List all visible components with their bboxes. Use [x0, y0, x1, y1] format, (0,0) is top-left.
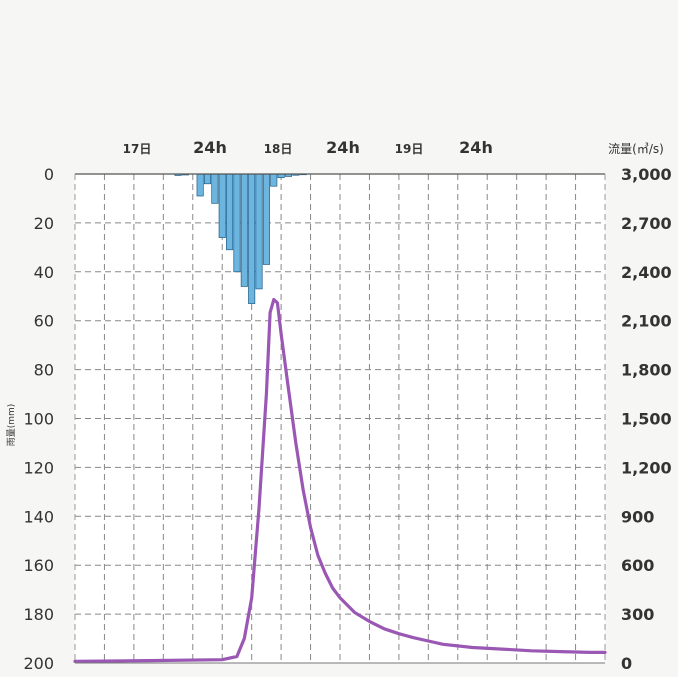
rain-bar — [196, 173, 204, 197]
time-label: 17日 — [123, 142, 152, 156]
time-label: 19日 — [395, 142, 424, 156]
right-tick-label: 1,200 — [621, 458, 672, 477]
rain-bar — [248, 173, 256, 304]
left-tick-label: 160 — [23, 556, 54, 575]
right-tick-label: 2,700 — [621, 214, 672, 233]
right-tick-label: 3,000 — [621, 165, 672, 184]
left-tick-label: 180 — [23, 605, 54, 624]
rain-bar — [218, 173, 226, 238]
right-tick-label: 1,800 — [621, 361, 672, 380]
left-tick-label: 20 — [34, 214, 54, 233]
rain-bar — [233, 173, 241, 273]
grid — [75, 174, 605, 663]
right-tick-label: 2,400 — [621, 263, 672, 282]
right-tick-label: 2,100 — [621, 312, 672, 331]
rain-bar — [262, 173, 270, 265]
right-tick-label: 1,500 — [621, 410, 672, 429]
left-tick-label: 140 — [23, 507, 54, 526]
rain-bar — [255, 173, 263, 290]
left-tick-label: 80 — [34, 361, 54, 380]
rain-bar — [226, 173, 234, 251]
left-tick-label: 40 — [34, 263, 54, 282]
left-tick-label: 100 — [23, 410, 54, 429]
left-axis-title: 雨量(mm) — [6, 404, 17, 447]
flow-line — [73, 297, 607, 664]
plot-frame — [74, 173, 606, 664]
right-tick-label: 300 — [621, 605, 654, 624]
left-tick-label: 0 — [44, 165, 54, 184]
right-tick-label: 900 — [621, 507, 654, 526]
rain-bar — [211, 173, 219, 204]
right-axis-title: 流量(㎥/s) — [608, 142, 664, 156]
time-label: 24h — [326, 138, 360, 157]
time-label: 24h — [193, 138, 227, 157]
flow-line-layer — [73, 297, 607, 664]
left-tick-label: 60 — [34, 312, 54, 331]
rain-bar — [240, 173, 248, 287]
rain-bar — [270, 173, 278, 187]
time-label: 18日 — [264, 142, 293, 156]
right-tick-label: 600 — [621, 556, 654, 575]
tick-labels: 0 20 40 60 80 100 120 140 160 180 200 3,000 2,700 2,4… — [6, 138, 672, 673]
time-label: 24h — [459, 138, 493, 157]
right-tick-label: 0 — [621, 654, 632, 673]
rain-bar — [203, 173, 212, 185]
left-tick-label: 200 — [23, 654, 54, 673]
left-tick-label: 120 — [23, 458, 54, 477]
